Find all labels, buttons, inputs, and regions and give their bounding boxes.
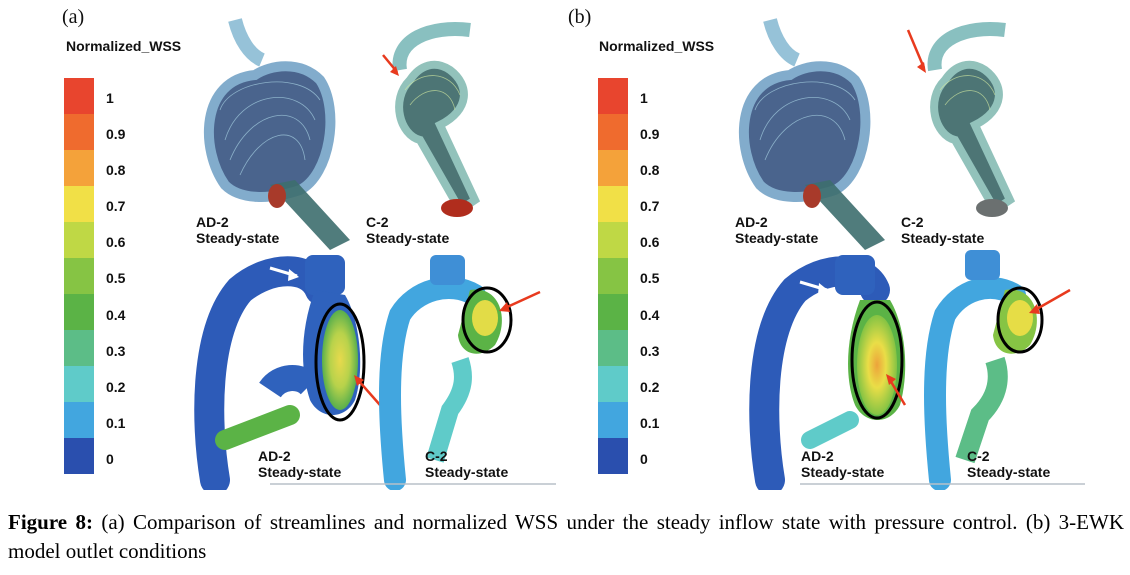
colorbar-segment [64, 294, 94, 330]
colorbar-tick: 0.3 [106, 343, 126, 359]
colorbar-segment [598, 294, 628, 330]
colorbar-tick: 0.4 [640, 307, 660, 323]
model-label-c2-wss: C-2 Steady-state [967, 448, 1051, 480]
figure-caption: Figure 8: (a) Comparison of streamlines … [8, 508, 1124, 566]
colorbar-tick: 0.9 [640, 126, 660, 142]
colorbar-tick: 0.5 [640, 270, 660, 286]
figure-panel-b: (b) Normalized_WSS 1 0.9 0.8 0.7 0.6 0.5… [565, 0, 1125, 490]
model-label-ad2-wss: AD-2 Steady-state [258, 448, 342, 480]
aorta-illustration [194, 18, 556, 490]
colorbar-tick: 0.4 [106, 307, 126, 323]
colorbar-tick: 0.2 [640, 379, 660, 395]
streamline-model-c2 [927, 22, 1016, 217]
caption-text: (a) Comparison of streamlines and normal… [8, 510, 1124, 563]
colorbar-tick: 1 [640, 90, 648, 106]
panel-label: (b) [568, 6, 592, 28]
colorbar-segment [64, 150, 94, 186]
colorbar-segment [598, 222, 628, 258]
streamline-model-c2 [392, 22, 481, 217]
colorbar-segment [598, 258, 628, 294]
figure-panel-a: (a) Normalized_WSS 1 0.9 0.8 0.7 0.6 0.5… [0, 0, 560, 490]
model-label-c2-streamline: C-2 Steady-state [901, 214, 985, 246]
colorbar [64, 78, 94, 474]
colorbar-segment [64, 438, 94, 474]
colorbar-tick: 0.5 [106, 270, 126, 286]
wss-model-c2 [924, 250, 1071, 490]
colorbar-segment [598, 114, 628, 150]
colorbar-tick: 0.8 [640, 162, 660, 178]
colorbar-segment [64, 330, 94, 366]
colorbar-segment [598, 78, 628, 114]
colorbar-segment [598, 330, 628, 366]
colorbar-tick: 0.7 [106, 198, 126, 214]
colorbar-tick: 0.8 [106, 162, 126, 178]
colorbar-tick: 0.6 [106, 234, 126, 250]
caption-label: Figure 8: [8, 510, 93, 534]
model-label-ad2-streamline: AD-2 Steady-state [196, 214, 280, 246]
colorbar-tick: 0.7 [640, 198, 660, 214]
colorbar-tick: 0.1 [640, 415, 660, 431]
colorbar-title: Normalized_WSS [599, 38, 715, 54]
colorbar-tick: 0.1 [106, 415, 126, 431]
colorbar-segment [598, 186, 628, 222]
colorbar-tick: 1 [106, 90, 114, 106]
colorbar-segment [598, 150, 628, 186]
wss-model-ad2 [194, 54, 399, 490]
colorbar-segment [64, 402, 94, 438]
colorbar-tick: 0.6 [640, 234, 660, 250]
colorbar-segment [64, 258, 94, 294]
wss-model-c2 [379, 255, 541, 490]
colorbar-segment [64, 186, 94, 222]
colorbar-tick: 0.9 [106, 126, 126, 142]
colorbar-segment [598, 402, 628, 438]
colorbar-tick: 0.3 [640, 343, 660, 359]
colorbar-tick: 0 [106, 451, 114, 467]
colorbar-tick: 0 [640, 451, 648, 467]
model-label-c2-wss: C-2 Steady-state [425, 448, 509, 480]
model-label-ad2-wss: AD-2 Steady-state [801, 448, 885, 480]
model-label-c2-streamline: C-2 Steady-state [366, 214, 450, 246]
colorbar-title: Normalized_WSS [66, 38, 182, 54]
panel-label: (a) [62, 6, 85, 28]
colorbar-segment [64, 366, 94, 402]
colorbar-segment [64, 78, 94, 114]
colorbar-segment [64, 114, 94, 150]
colorbar [598, 78, 628, 474]
colorbar-tick: 0.2 [106, 379, 126, 395]
colorbar-segment [64, 222, 94, 258]
colorbar-segment [598, 438, 628, 474]
aorta-illustration [738, 18, 1085, 490]
wss-model-ad2 [749, 29, 926, 490]
streamline-model-ad2 [203, 18, 350, 250]
streamline-model-ad2 [738, 18, 885, 250]
colorbar-segment [598, 366, 628, 402]
model-label-ad2-streamline: AD-2 Steady-state [735, 214, 819, 246]
